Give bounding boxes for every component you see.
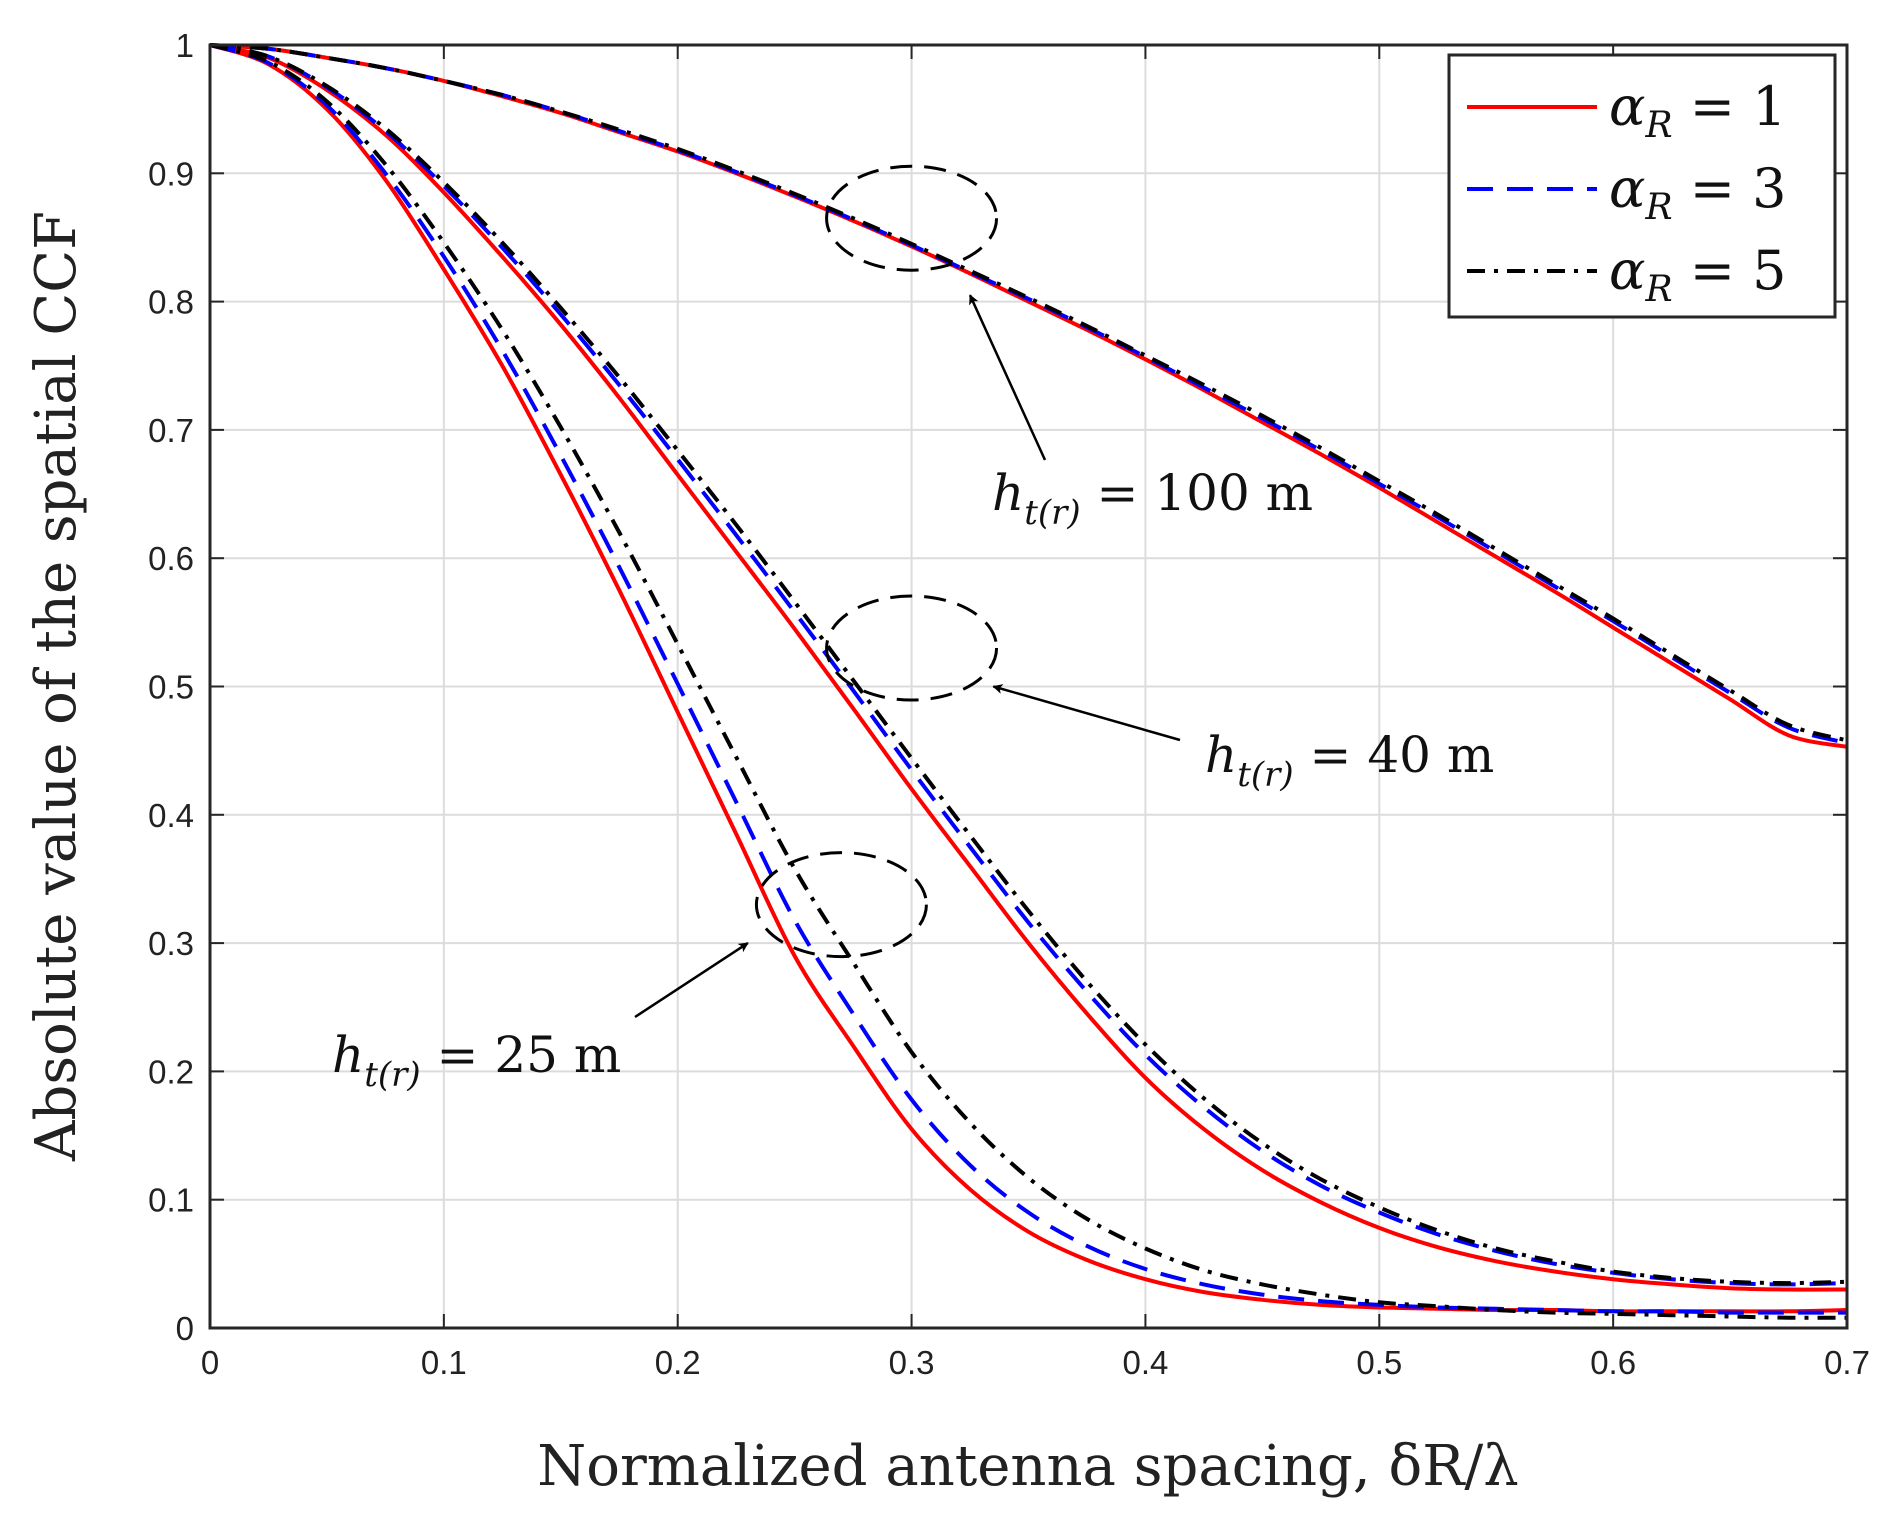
y-tick-label: 0.7 <box>148 412 194 449</box>
x-tick-label: 0 <box>201 1344 219 1381</box>
y-tick-label: 0.9 <box>148 155 194 192</box>
annotation-ellipse-h25 <box>754 851 928 959</box>
series-line-h25-dashed <box>209 43 1847 1315</box>
annotation-label-h25: ht(r) = 25 m <box>332 1026 621 1095</box>
y-tick-label: 0.6 <box>148 540 194 577</box>
y-tick-label: 0.3 <box>148 925 194 962</box>
series-layer <box>209 43 1848 1320</box>
x-tick-label: 0.6 <box>1590 1344 1636 1381</box>
tick-layer: 0 0.1 0.2 0.3 0.4 0.5 0.6 0.7 0 0.1 0.2 0.3 0.4 0.5 0.… <box>148 27 1870 1381</box>
annotation-label-h40: ht(r) = 40 m <box>1205 726 1494 795</box>
y-tick-label: 0 <box>176 1310 194 1347</box>
legend: αR = 1 αR = 3 αR = 5 <box>1447 53 1837 319</box>
annotation-layer: ht(r) = 100 m ht(r) = 40 m ht(r) = 25 m <box>332 164 1494 1095</box>
series-line-h40-dashed <box>209 43 1848 1287</box>
legend-label-1: αR = 1 <box>1609 75 1787 146</box>
legend-label-3: αR = 5 <box>1609 239 1787 310</box>
y-axis-title: Absolute value of the spatial CCF <box>24 211 89 1162</box>
annotation-arrow-h100 <box>968 294 1047 461</box>
annotation-arrow-h25 <box>634 942 749 1019</box>
series-line-h40-dashdot <box>209 43 1848 1286</box>
series-line-h40-solid <box>209 43 1848 1292</box>
y-tick-label: 1 <box>176 27 194 64</box>
annotation-ellipse-h40 <box>825 594 999 702</box>
x-tick-label: 0.4 <box>1122 1344 1168 1381</box>
x-tick-label: 0.3 <box>889 1344 935 1381</box>
x-tick-label: 0.7 <box>1824 1344 1870 1381</box>
y-tick-label: 0.8 <box>148 284 194 321</box>
legend-label-2: αR = 3 <box>1609 157 1787 228</box>
annotation-label-h100: ht(r) = 100 m <box>992 464 1313 533</box>
series-line-h25-dashdot <box>209 43 1848 1320</box>
x-tick-label: 0.1 <box>421 1344 467 1381</box>
y-tick-label: 0.2 <box>148 1053 194 1090</box>
annotation-ellipse-h100 <box>825 164 999 272</box>
annotation-arrow-h40 <box>992 684 1181 742</box>
legend-box <box>1447 53 1837 319</box>
y-tick-label: 0.5 <box>148 669 194 706</box>
y-tick-label: 0.4 <box>148 797 194 834</box>
x-tick-label: 0.2 <box>655 1344 701 1381</box>
x-axis-title: Normalized antenna spacing, δR/λ <box>537 1434 1519 1499</box>
y-tick-label: 0.1 <box>148 1182 194 1219</box>
x-tick-label: 0.5 <box>1356 1344 1402 1381</box>
series-line-h100-dashdot <box>209 43 1848 743</box>
